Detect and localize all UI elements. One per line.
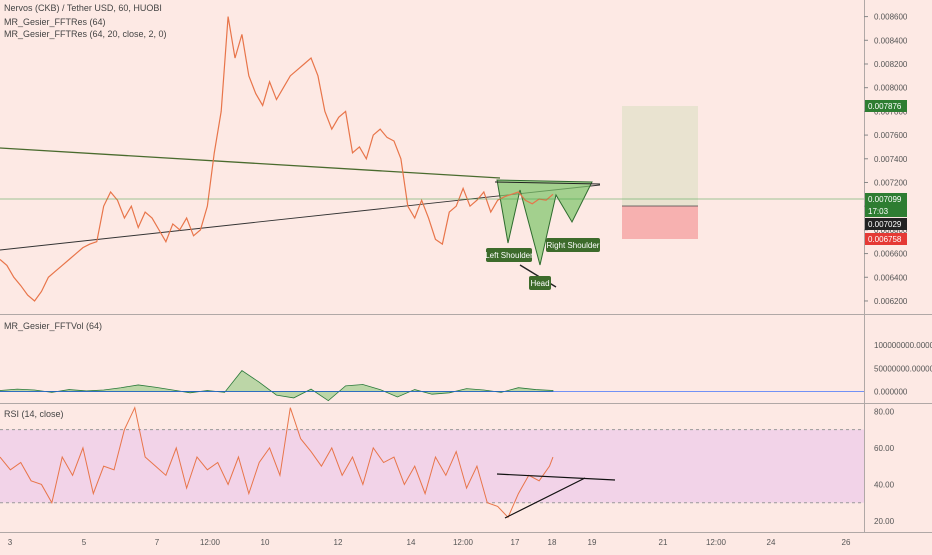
indicator-1-label: MR_Gesier_FFTRes (64) <box>4 17 106 27</box>
level-price-badge: 0.007029 <box>868 220 902 229</box>
rsi-tick-label: 20.00 <box>874 517 895 526</box>
rsi-pane-title: RSI (14, close) <box>4 409 64 419</box>
price-tick-label: 0.007400 <box>874 155 908 164</box>
price-tick-label: 0.008400 <box>874 36 908 45</box>
countdown-badge-bg <box>865 205 907 217</box>
price-pane-title: Nervos (CKB) / Tether USD, 60, HUOBI <box>4 3 162 13</box>
time-tick-label: 12:00 <box>706 538 727 547</box>
price-tick-label: 0.008000 <box>874 84 908 93</box>
rsi-tick-label: 60.00 <box>874 444 895 453</box>
rsi-support-line <box>504 477 586 519</box>
time-tick-label: 26 <box>842 538 851 547</box>
time-tick-label: 21 <box>659 538 668 547</box>
time-tick-label: 14 <box>407 538 416 547</box>
rsi-band <box>0 429 864 503</box>
current-price-badge-bg <box>865 193 907 205</box>
neckline <box>494 181 601 185</box>
price-tick-label: 0.006200 <box>874 297 908 306</box>
right-shoulder-label-bg <box>546 238 600 252</box>
downtrend-line <box>0 147 501 179</box>
volume-tick-label: 100000000.000000 <box>874 341 932 350</box>
time-tick-label: 12:00 <box>200 538 221 547</box>
time-tick-label: 12:00 <box>453 538 474 547</box>
price-tick-label: 0.006800 <box>874 226 908 235</box>
time-tick-label: 19 <box>588 538 597 547</box>
rsi-tick-label: 40.00 <box>874 480 895 489</box>
time-tick-label: 18 <box>548 538 557 547</box>
right-shoulder-label: Right Shoulder <box>547 241 600 250</box>
price-series-line <box>0 16 554 302</box>
head-label-bg <box>529 276 551 290</box>
level-price-badge-bg <box>865 218 907 230</box>
volume-pane-title: MR_Gesier_FFTVol (64) <box>4 321 103 331</box>
price-tick-label: 0.006400 <box>874 273 908 282</box>
rsi-line <box>0 406 554 519</box>
price-tick-label: 0.006600 <box>874 250 908 259</box>
left-shoulder-label: Left Shoulder <box>485 251 533 260</box>
time-tick-label: 17 <box>511 538 520 547</box>
stop-price-badge-bg <box>865 233 907 245</box>
target-zone <box>622 106 698 206</box>
price-tick-label: 0.007200 <box>874 178 908 187</box>
time-tick-label: 12 <box>334 538 343 547</box>
time-tick-label: 10 <box>261 538 270 547</box>
left-shoulder-label-bg <box>486 248 532 262</box>
time-tick-label: 24 <box>767 538 776 547</box>
time-tick-label: 5 <box>82 538 87 547</box>
rsi-tick-label: 80.00 <box>874 407 895 416</box>
stop-price-badge: 0.006758 <box>868 235 902 244</box>
head-label: Head <box>530 279 549 288</box>
time-tick-label: 3 <box>8 538 13 547</box>
volume-tick-label: 50000000.000000 <box>874 364 932 373</box>
target-price-badge: 0.007876 <box>868 102 902 111</box>
stop-zone <box>622 206 698 239</box>
rsi-resistance-line <box>496 473 616 481</box>
pattern-fill <box>496 179 593 266</box>
current-price-badge: 0.007099 <box>868 195 902 204</box>
price-tick-label: 0.008600 <box>874 13 908 22</box>
volume-tick-label: 0.000000 <box>874 387 908 396</box>
target-price-badge-bg <box>865 100 907 112</box>
indicator-2-label: MR_Gesier_FFTRes (64, 20, close, 2, 0) <box>4 29 167 39</box>
countdown-badge: 17:03 <box>868 207 889 216</box>
price-tick-label: 0.007600 <box>874 131 908 140</box>
price-tick-label: 0.008200 <box>874 60 908 69</box>
volume-area <box>0 370 554 402</box>
time-tick-label: 7 <box>155 538 160 547</box>
